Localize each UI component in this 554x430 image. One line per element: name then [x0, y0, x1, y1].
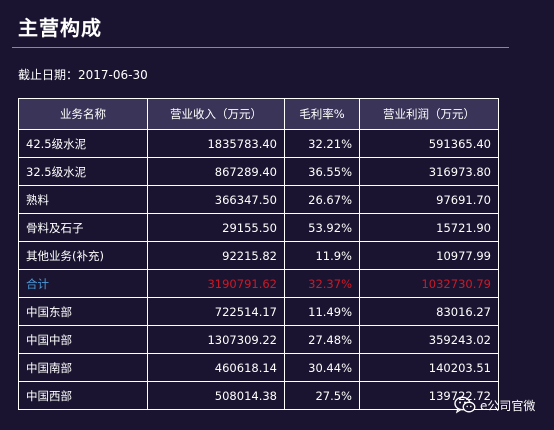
header-gross-margin: 毛利率% — [284, 98, 360, 130]
cell-total-label: 合计 — [18, 269, 148, 298]
cell-operating-profit: 10977.99 — [359, 241, 499, 270]
cell-gross-margin: 53.92% — [284, 213, 360, 242]
cell-revenue: 460618.14 — [147, 353, 285, 382]
cell-operating-profit: 359243.02 — [359, 325, 499, 354]
cell-gross-margin: 32.21% — [284, 129, 360, 158]
cell-revenue: 366347.50 — [147, 185, 285, 214]
cell-revenue: 1307309.22 — [147, 325, 285, 354]
cell-operating-profit: 316973.80 — [359, 157, 499, 186]
table-row: 中国南部 460618.14 30.44% 140203.51 — [18, 353, 499, 382]
cell-business-name: 其他业务(补充) — [18, 241, 148, 270]
cell-operating-profit: 591365.40 — [359, 129, 499, 158]
cell-operating-profit: 97691.70 — [359, 185, 499, 214]
cell-region-name: 中国南部 — [18, 353, 148, 382]
table-header-row: 业务名称 营业收入（万元） 毛利率% 营业利润（万元） — [18, 98, 499, 130]
cell-gross-margin: 30.44% — [284, 353, 360, 382]
table-row-total: 合计 3190791.62 32.37% 1032730.79 — [18, 269, 499, 298]
table-row: 32.5级水泥 867289.40 36.55% 316973.80 — [18, 157, 499, 186]
table-row: 中国中部 1307309.22 27.48% 359243.02 — [18, 325, 499, 354]
cell-total-operating-profit: 1032730.79 — [359, 269, 499, 298]
table-row: 其他业务(补充) 92215.82 11.9% 10977.99 — [18, 241, 499, 270]
composition-table: 业务名称 营业收入（万元） 毛利率% 营业利润（万元） 42.5级水泥 1835… — [18, 98, 499, 410]
cell-revenue: 722514.17 — [147, 297, 285, 326]
cell-revenue: 1835783.40 — [147, 129, 285, 158]
cell-business-name: 32.5级水泥 — [18, 157, 148, 186]
cell-business-name: 熟料 — [18, 185, 148, 214]
cell-gross-margin: 27.48% — [284, 325, 360, 354]
cell-region-name: 中国中部 — [18, 325, 148, 354]
watermark-text: e公司官微 — [480, 398, 536, 413]
as-of-date: 截止日期：2017-06-30 — [18, 68, 148, 82]
cell-revenue: 867289.40 — [147, 157, 285, 186]
cell-operating-profit: 83016.27 — [359, 297, 499, 326]
cell-region-name: 中国西部 — [18, 381, 148, 410]
cell-revenue: 92215.82 — [147, 241, 285, 270]
cell-gross-margin: 36.55% — [284, 157, 360, 186]
cell-region-name: 中国东部 — [18, 297, 148, 326]
table-row: 骨料及石子 29155.50 53.92% 15721.90 — [18, 213, 499, 242]
wechat-icon — [454, 396, 476, 414]
title-divider — [12, 47, 509, 48]
cell-gross-margin: 11.49% — [284, 297, 360, 326]
cell-revenue: 508014.38 — [147, 381, 285, 410]
cell-business-name: 骨料及石子 — [18, 213, 148, 242]
table-row: 中国东部 722514.17 11.49% 83016.27 — [18, 297, 499, 326]
cell-operating-profit: 139722.72 — [359, 381, 499, 410]
header-revenue: 营业收入（万元） — [147, 98, 285, 130]
table-row: 42.5级水泥 1835783.40 32.21% 591365.40 — [18, 129, 499, 158]
page-title: 主营构成 — [18, 16, 102, 40]
cell-operating-profit: 15721.90 — [359, 213, 499, 242]
cell-total-gross-margin: 32.37% — [284, 269, 360, 298]
cell-gross-margin: 26.67% — [284, 185, 360, 214]
cell-operating-profit: 140203.51 — [359, 353, 499, 382]
table-row: 熟料 366347.50 26.67% 97691.70 — [18, 185, 499, 214]
cell-business-name: 42.5级水泥 — [18, 129, 148, 158]
table-row: 中国西部 508014.38 27.5% 139722.72 — [18, 381, 499, 410]
watermark: e公司官微 — [454, 394, 535, 416]
header-operating-profit: 营业利润（万元） — [359, 98, 499, 130]
cell-total-revenue: 3190791.62 — [147, 269, 285, 298]
cell-gross-margin: 27.5% — [284, 381, 360, 410]
cell-revenue: 29155.50 — [147, 213, 285, 242]
header-business-name: 业务名称 — [18, 98, 148, 130]
cell-gross-margin: 11.9% — [284, 241, 360, 270]
